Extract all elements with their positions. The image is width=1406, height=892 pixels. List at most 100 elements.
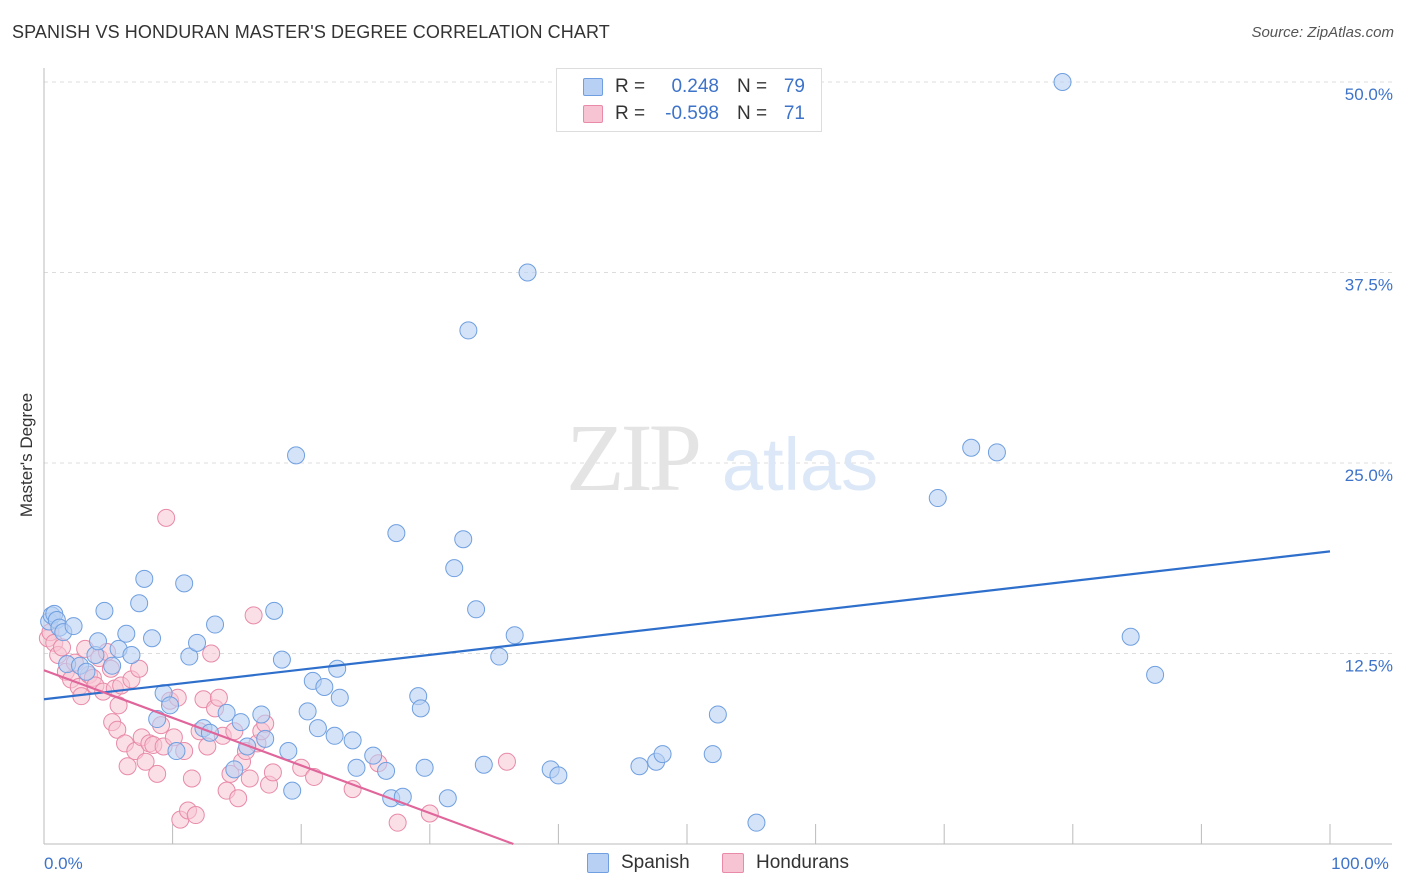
watermark: ZIP atlas [566,404,878,511]
spanish-point [206,615,225,634]
spanish-point [962,438,981,457]
hondurans-point [118,757,137,776]
hondurans-point [202,644,221,663]
spanish-point [1053,73,1072,91]
hondurans-point [497,752,516,771]
spanish-point [415,758,434,777]
spanish-point [1121,627,1140,646]
r-label: R = [615,103,646,124]
spanish-point [1146,665,1165,684]
y-tick-label: 37.5% [1345,276,1393,295]
spanish-point [330,688,349,707]
spanish-point [505,626,524,645]
hondurans-point [136,752,155,771]
spanish-point [364,746,383,765]
spanish-n-value: 79 [783,76,805,97]
spanish-point [252,705,271,724]
spanish-point [135,569,154,588]
spanish-point [653,745,672,764]
x-tick-label: 0.0% [44,854,83,873]
spanish-point [343,731,362,750]
spanish-r-value: 0.248 [671,76,719,97]
spanish-point [411,699,430,718]
hondurans-point [108,720,127,739]
y-tick-label: 50.0% [1345,85,1393,104]
spanish-point [95,601,114,620]
spanish-point [175,574,194,593]
hondurans-point [157,508,176,527]
n-label: N = [737,103,768,124]
correlation-legend: R = 0.248 N = 79 R = -0.598 N = 71 [556,68,822,132]
spanish-point [490,647,509,666]
hondurans-point [182,769,201,788]
spanish-point [308,719,327,738]
watermark-atlas: atlas [722,423,878,506]
hondurans-trend-line [43,669,514,846]
hondurans-swatch [583,105,603,123]
spanish-point [445,559,464,578]
spanish-point [188,633,207,652]
spanish-swatch [583,78,603,96]
hondurans-legend-swatch [722,853,744,873]
bottom-legend-spanish: Spanish [587,852,690,874]
spanish-point [928,489,947,508]
spanish-point [459,321,478,340]
spanish-point [143,629,162,648]
r-label: R = [615,76,646,97]
hondurans-point [343,780,362,799]
spanish-point [747,813,766,832]
spanish-point [549,766,568,785]
grid-layer [44,81,1392,654]
spanish-point [225,760,244,779]
spanish-point [377,761,396,780]
spanish-point [287,446,306,465]
spanish-point [231,713,250,732]
hondurans-n-value: 71 [783,103,805,124]
source-credit: Source: ZipAtlas.com [1251,24,1394,41]
bottom-legend-hondurans: Hondurans [722,852,849,874]
spanish-point [298,702,317,721]
spanish-point [347,758,366,777]
hondurans-point [130,659,149,678]
spanish-legend-swatch [587,853,609,873]
hondurans-point [388,813,407,832]
hondurans-point [240,769,259,788]
n-label: N = [737,76,768,97]
spanish-point [64,617,83,636]
hondurans-point [209,688,228,707]
spanish-points [40,73,1165,832]
spanish-point [454,530,473,549]
spanish-point [703,745,722,764]
hondurans-r-value: -0.598 [665,103,719,124]
spanish-point [89,632,108,651]
y-axis-label: Master's Degree [17,392,36,518]
axes-layer [43,68,1392,845]
spanish-point [467,600,486,619]
spanish-point [630,757,649,776]
trend-lines [43,550,1331,846]
spanish-point [265,601,284,620]
tick-labels: 12.5% 25.0% 37.5% 50.0% 0.0% 100.0% [44,85,1393,873]
spanish-point [518,263,537,282]
spanish-point [117,624,136,643]
spanish-point [279,742,298,761]
spanish-point [130,594,149,613]
spanish-point [328,659,347,678]
spanish-point [708,705,727,724]
spanish-point [180,647,199,666]
spanish-point [122,646,141,665]
y-tick-label: 25.0% [1345,466,1393,485]
spanish-point [474,755,493,774]
spanish-point [272,650,291,669]
hondurans-point [263,763,282,782]
spanish-legend-label: Spanish [621,852,690,873]
hondurans-point [148,764,167,783]
spanish-point [77,662,96,681]
hondurans-point [229,789,248,808]
hondurans-point [244,606,263,625]
chart-title: SPANISH VS HONDURAN MASTER'S DEGREE CORR… [12,22,610,42]
hondurans-point [186,806,205,825]
spanish-point [161,696,180,715]
hondurans-point [53,638,72,657]
